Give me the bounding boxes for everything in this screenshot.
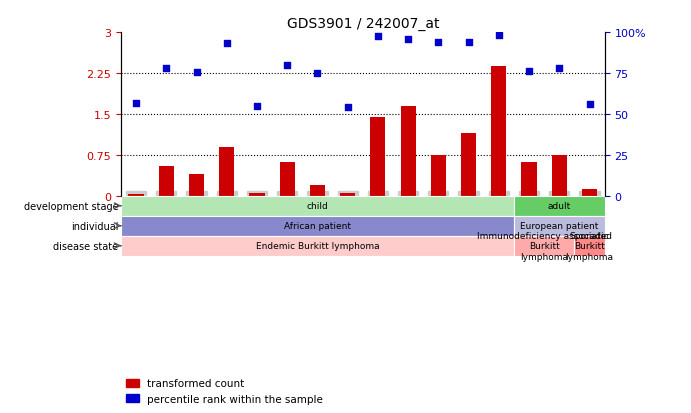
Text: development stage: development stage	[24, 201, 119, 211]
Point	[524, 69, 535, 76]
Point	[252, 103, 263, 110]
Point	[433, 40, 444, 46]
Bar	[551, 155, 567, 196]
Title: GDS3901 / 242007_at: GDS3901 / 242007_at	[287, 17, 439, 31]
Point	[493, 33, 504, 39]
Text: European patient: European patient	[520, 222, 598, 230]
Text: Immunodeficiency associated
Burkitt
lymphoma: Immunodeficiency associated Burkitt lymp…	[477, 231, 612, 261]
Bar	[189, 174, 204, 196]
Bar	[340, 194, 355, 196]
Text: African patient: African patient	[284, 222, 351, 230]
Text: Sporadic
Burkitt
lymphoma: Sporadic Burkitt lymphoma	[565, 231, 614, 261]
Point	[312, 71, 323, 77]
Bar	[121, 216, 514, 236]
Bar	[514, 196, 605, 216]
Bar	[121, 236, 514, 256]
Bar	[491, 67, 507, 196]
Point	[161, 65, 172, 72]
Bar	[514, 216, 605, 236]
Bar	[430, 155, 446, 196]
Text: child: child	[307, 202, 328, 211]
Legend: transformed count, percentile rank within the sample: transformed count, percentile rank withi…	[126, 379, 323, 404]
Point	[553, 65, 565, 72]
Bar	[219, 147, 234, 196]
Bar	[574, 236, 605, 256]
Bar	[121, 196, 514, 216]
Point	[342, 104, 353, 111]
Point	[403, 37, 414, 43]
Point	[463, 40, 474, 46]
Bar	[280, 162, 295, 196]
Bar	[310, 185, 325, 196]
Bar	[129, 195, 144, 196]
Bar	[461, 134, 476, 196]
Bar	[249, 194, 265, 196]
Bar	[514, 236, 574, 256]
Bar	[401, 107, 416, 196]
Point	[584, 102, 595, 108]
Point	[131, 100, 142, 107]
Bar	[522, 162, 537, 196]
Text: Endemic Burkitt lymphoma: Endemic Burkitt lymphoma	[256, 242, 379, 251]
Point	[282, 62, 293, 69]
Text: disease state: disease state	[53, 241, 119, 251]
Point	[372, 33, 384, 40]
Bar	[582, 190, 597, 196]
Bar	[370, 117, 386, 196]
Point	[191, 69, 202, 76]
Text: adult: adult	[548, 202, 571, 211]
Text: individual: individual	[71, 221, 119, 231]
Bar	[159, 166, 174, 196]
Point	[221, 40, 232, 47]
